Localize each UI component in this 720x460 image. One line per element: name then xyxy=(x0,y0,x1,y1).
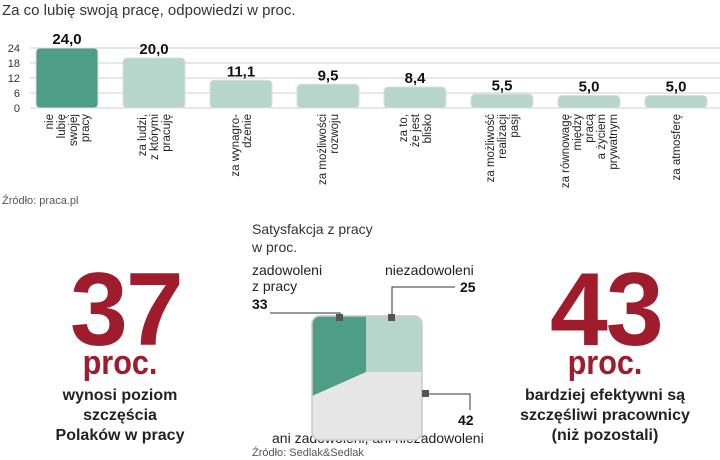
category-label: za możliwości rozwoju xyxy=(317,114,341,185)
bar xyxy=(296,83,360,109)
y-tick-label: 12 xyxy=(8,73,20,85)
right-stat-number: 43 xyxy=(550,252,664,368)
satisfaction-title-line2: w proc. xyxy=(252,239,298,255)
y-tick-label: 0 xyxy=(14,103,20,115)
label-zadowoleni-line2: z pracy xyxy=(252,278,298,294)
bar xyxy=(644,95,708,109)
value-niezadowoleni: 25 xyxy=(460,279,476,295)
bar xyxy=(383,86,447,109)
category-label-line: pracuję xyxy=(161,114,173,152)
bar xyxy=(122,57,186,109)
bar-value-label: 8,4 xyxy=(405,70,427,87)
y-tick-label: 6 xyxy=(14,88,20,100)
category-label-line: blisko xyxy=(422,114,434,143)
category-label: za to, że jest blisko xyxy=(398,113,434,147)
area-zadowoleni xyxy=(312,316,366,396)
bar xyxy=(35,47,99,109)
category-label-line: prywatnym xyxy=(608,114,620,170)
right-caption-line3: (niż pozostali) xyxy=(551,427,659,444)
category-label-line: pracy xyxy=(80,114,92,142)
label-niezadowoleni: niezadowoleni xyxy=(385,262,474,278)
category-label-line: rozwoju xyxy=(329,114,341,154)
right-caption-line1: bardziej efektywni są xyxy=(524,387,686,404)
value-ani: 42 xyxy=(458,412,474,428)
right-stat-unit: proc. xyxy=(567,344,643,382)
category-label-line: dzenie xyxy=(242,114,254,148)
label-zadowoleni-line1: zadowoleni xyxy=(252,262,323,278)
bar xyxy=(470,93,534,109)
leader-ani xyxy=(426,393,471,410)
bar xyxy=(209,79,273,109)
category-label-line: pasji xyxy=(509,114,521,138)
bar-value-label: 20,0 xyxy=(139,41,168,58)
category-label-line: za możliwości xyxy=(317,114,329,185)
category-label-line: za ludzi, xyxy=(137,114,149,156)
y-tick-label: 24 xyxy=(8,43,20,55)
category-label: nie lubię swojej pracy xyxy=(44,114,92,146)
category-label: za wynagro-dzenie xyxy=(230,114,254,177)
category-label-line: między xyxy=(572,114,584,151)
bar-value-label: 24,0 xyxy=(52,31,81,48)
right-caption-line2: szczęśliwi pracownicy xyxy=(520,407,690,424)
y-tick-label: 18 xyxy=(8,58,20,70)
satisfaction-border xyxy=(311,315,423,441)
bar-value-label: 11,1 xyxy=(227,63,255,80)
left-stat-caption: wynosi poziom szczęścia Polaków w pracy xyxy=(20,386,220,446)
category-label-line: za atmosferę xyxy=(671,114,683,180)
value-zadowoleni: 33 xyxy=(252,296,268,312)
marker-zadowoleni xyxy=(336,314,343,321)
category-label-line: że jest xyxy=(410,113,422,147)
left-caption-line1: wynosi poziom xyxy=(62,387,178,404)
category-label-line: za równowagę xyxy=(560,114,572,188)
chart-title: Za co lubię swoją pracę, odpowiedzi w pr… xyxy=(2,2,296,19)
category-label-line: z którymi xyxy=(149,114,161,160)
left-stat-number: 37 xyxy=(70,252,184,368)
category-label-line: a życiem xyxy=(596,114,608,159)
bar-chart: 24 18 12 6 0 24,0 nie lubię swojej pracy 20,0 za lu… xyxy=(8,31,720,188)
category-label-line: pracą xyxy=(584,113,596,142)
bar-value-label: 9,5 xyxy=(318,67,339,84)
left-caption-line3: Polaków w pracy xyxy=(55,427,185,444)
label-zadowoleni: zadowoleni z pracy xyxy=(252,262,322,294)
left-caption-line2: szczęścia xyxy=(83,407,157,424)
bar-value-label: 5,0 xyxy=(579,79,600,96)
category-label-line: lubię xyxy=(56,114,68,138)
area-niezadowoleni xyxy=(366,316,422,372)
category-label-line: za wynagro- xyxy=(230,114,242,177)
right-stat-caption: bardziej efektywni są szczęśliwi pracown… xyxy=(505,386,705,446)
category-label: za równowagę między pracą a życiem prywatnym xyxy=(560,113,620,188)
category-label: za atmosferę xyxy=(671,114,683,180)
category-label-line: za możliwość xyxy=(485,114,497,183)
bar xyxy=(557,95,621,109)
marker-niezadowoleni xyxy=(388,314,395,321)
category-label: za możliwość realizacji pasji xyxy=(485,114,521,183)
satisfaction-title-line1: Satysfakcja z pracy xyxy=(252,221,373,237)
category-label: za ludzi, z którymi pracuję xyxy=(137,114,173,160)
bar-value-label: 5,0 xyxy=(666,79,687,96)
leader-niezadowoleni xyxy=(391,286,455,318)
source-bottom: Źródło: Sedlak&Sedlak xyxy=(252,447,364,459)
left-stat-unit: proc. xyxy=(82,344,158,382)
bar-value-label: 5,5 xyxy=(492,77,513,94)
category-label-line: nie xyxy=(44,114,56,129)
category-label-line: realizacji xyxy=(497,114,509,159)
category-label-line: za to, xyxy=(398,114,410,142)
marker-ani xyxy=(422,390,429,397)
source-top: Źródło: praca.pl xyxy=(2,195,79,207)
satisfaction-title: Satysfakcja z pracy w proc. xyxy=(252,220,373,256)
category-label-line: swojej xyxy=(68,114,80,146)
